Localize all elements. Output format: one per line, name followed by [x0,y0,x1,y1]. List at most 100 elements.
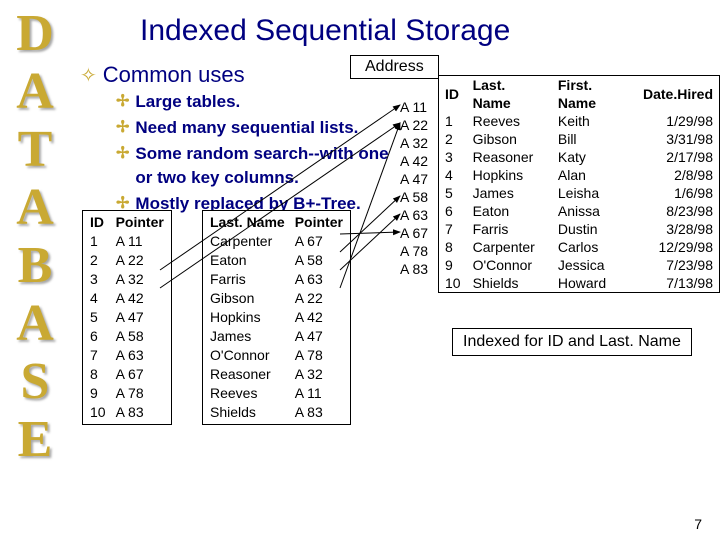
table-cell: Keith [552,112,637,130]
index-row: GibsonA 22 [205,289,348,308]
sidebar-letter: T [10,121,60,179]
address-cell: A 63 [400,206,428,224]
sidebar-letter: S [10,353,60,411]
table-cell: Carlos [552,238,637,256]
table-row: 2GibsonBill3/31/98 [439,130,720,148]
index-cell: A 63 [290,270,348,289]
address-cell: A 22 [400,116,428,134]
index-cell: A 78 [290,346,348,365]
table-row: 1ReevesKeith1/29/98 [439,112,720,130]
index-row: 8A 67 [85,365,169,384]
diamond-icon: ✧ [80,65,97,87]
index-cell: Eaton [205,251,290,270]
page-number: 7 [694,516,702,532]
index-cell: A 22 [111,251,169,270]
index-col-header: Last. Name [205,213,290,232]
index-cell: A 42 [111,289,169,308]
index-cell: Farris [205,270,290,289]
table-cell: 2 [439,130,467,148]
employee-data-table: IDLast. NameFirst. NameDate.Hired 1Reeve… [438,75,720,293]
index-cell: A 58 [111,327,169,346]
table-cell: Anissa [552,202,637,220]
index-cell: A 32 [111,270,169,289]
table-cell: Bill [552,130,637,148]
table-cell: 2/17/98 [637,148,720,166]
index-col-header: Pointer [111,213,169,232]
table-body: 1ReevesKeith1/29/982GibsonBill3/31/983Re… [439,112,720,293]
sidebar-database-letters: DATABASE [10,5,60,469]
index-cell: James [205,327,290,346]
table-row: 3ReasonerKaty2/17/98 [439,148,720,166]
table-row: 7FarrisDustin3/28/98 [439,220,720,238]
table-header-row: IDLast. NameFirst. NameDate.Hired [439,76,720,113]
table-cell: Gibson [467,130,552,148]
index-row: ReasonerA 32 [205,365,348,384]
index-cell: A 47 [290,327,348,346]
index-cell: A 67 [111,365,169,384]
index-cell: 2 [85,251,111,270]
table-cell: Carpenter [467,238,552,256]
table-cell: 3/28/98 [637,220,720,238]
table-cell: O'Connor [467,256,552,274]
index-row: EatonA 58 [205,251,348,270]
table-cell: 4 [439,166,467,184]
index-cell: Reeves [205,384,290,403]
index-cell: A 78 [111,384,169,403]
bullet-text: Need many sequential lists. [135,116,358,140]
table-cell: Farris [467,220,552,238]
table-cell: 3 [439,148,467,166]
table-cell: Jessica [552,256,637,274]
heading-text: Common uses [103,62,245,87]
index-cell: A 47 [111,308,169,327]
address-column: A 11A 22A 32A 42A 47A 58A 63A 67A 78A 83 [400,98,428,278]
index-cell: A 11 [111,232,169,251]
bullet-text: Large tables. [135,90,240,114]
index-cell: Hopkins [205,308,290,327]
bullet-item: ✢Large tables. [116,90,406,114]
index-cell: Reasoner [205,365,290,384]
table-cell: Dustin [552,220,637,238]
index-cell: 6 [85,327,111,346]
table-row: 9O'ConnorJessica7/23/98 [439,256,720,274]
index-row: JamesA 47 [205,327,348,346]
index-col-header: Pointer [290,213,348,232]
table-cell: 3/31/98 [637,130,720,148]
index-row: 9A 78 [85,384,169,403]
table-cell: James [467,184,552,202]
table-cell: 12/29/98 [637,238,720,256]
sidebar-letter: A [10,179,60,237]
bullet-item: ✢Some random search--with one or two key… [116,142,406,190]
index-cell: 8 [85,365,111,384]
table-cell: 7/23/98 [637,256,720,274]
address-cell: A 58 [400,188,428,206]
index-cell: O'Connor [205,346,290,365]
sidebar-letter: D [10,5,60,63]
table-cell: Reasoner [467,148,552,166]
slide-title: Indexed Sequential Storage [140,14,510,48]
index-row: 10A 83 [85,403,169,422]
index-cell: 9 [85,384,111,403]
table-cell: Howard [552,274,637,293]
table-cell: 9 [439,256,467,274]
maltese-cross-icon: ✢ [116,90,129,114]
footer-note-box: Indexed for ID and Last. Name [452,328,692,356]
index-col-header: ID [85,213,111,232]
index-cell: 1 [85,232,111,251]
table-col-header: Last. Name [467,76,552,113]
address-cell: A 78 [400,242,428,260]
table-cell: 8/23/98 [637,202,720,220]
address-cell: A 83 [400,260,428,278]
index-row: FarrisA 63 [205,270,348,289]
maltese-cross-icon: ✢ [116,116,129,140]
table-cell: 6 [439,202,467,220]
index-cell: A 83 [290,403,348,422]
table-cell: Katy [552,148,637,166]
index-row: 1A 11 [85,232,169,251]
table-col-header: ID [439,76,467,113]
index-cell: 7 [85,346,111,365]
table-cell: Shields [467,274,552,293]
address-cell: A 47 [400,170,428,188]
index-cell: Gibson [205,289,290,308]
index-row: ReevesA 11 [205,384,348,403]
table-cell: 2/8/98 [637,166,720,184]
